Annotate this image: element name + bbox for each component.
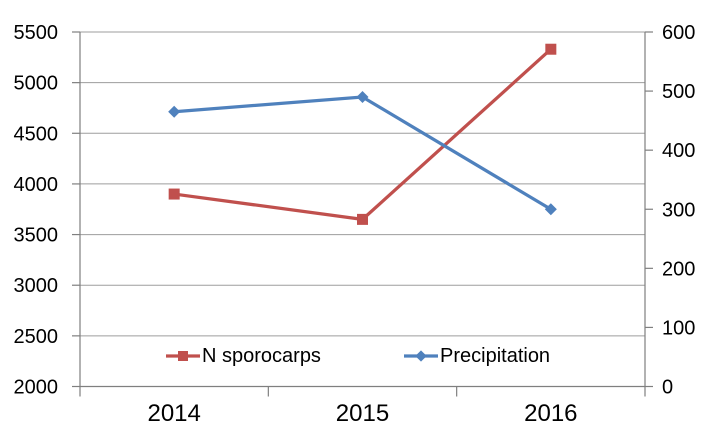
precipitation-legend-marker-icon	[404, 350, 438, 362]
right-axis-tick-label: 600	[662, 22, 695, 44]
left-axis-tick-label: 5500	[14, 22, 59, 44]
left-axis-tick-label: 4500	[14, 123, 59, 145]
series-line-n-sporocarps	[173, 48, 552, 222]
legend-item-n-sporocarps: N sporocarps	[166, 345, 321, 367]
left-axis-tick-label: 5000	[14, 73, 59, 95]
data-point-square-marker	[357, 213, 368, 225]
legend-label-n-sporocarps: N sporocarps	[202, 344, 321, 367]
legend-item-precipitation: Precipitation	[404, 345, 550, 367]
left-axis-tick-label: 3000	[14, 275, 59, 297]
left-axis-tick-label: 2000	[14, 377, 59, 399]
left-axis-tick-label: 3500	[14, 225, 59, 247]
left-axis-tick-label: 4000	[14, 174, 59, 196]
legend-label-precipitation: Precipitation	[440, 344, 551, 367]
x-axis-category-label: 2014	[147, 400, 200, 427]
right-axis-tick-label: 200	[662, 258, 695, 280]
right-axis-tick-label: 300	[662, 199, 695, 221]
x-axis-category-label: 2015	[336, 400, 389, 427]
right-axis-tick-label: 100	[662, 317, 695, 339]
data-point-diamond-marker	[168, 105, 181, 118]
right-axis-tick-label: 0	[662, 377, 673, 399]
data-point-square-marker	[545, 43, 557, 55]
left-axis-tick-label: 2500	[14, 326, 59, 348]
right-axis-tick-label: 400	[662, 140, 695, 162]
series-line-precipitation	[174, 95, 552, 211]
data-point-diamond-marker	[544, 203, 557, 216]
x-axis-category-label: 2016	[524, 400, 577, 427]
data-point-square-marker	[168, 188, 180, 200]
n-sporocarps-legend-marker-icon	[166, 351, 200, 361]
right-axis-tick-label: 500	[662, 81, 695, 103]
